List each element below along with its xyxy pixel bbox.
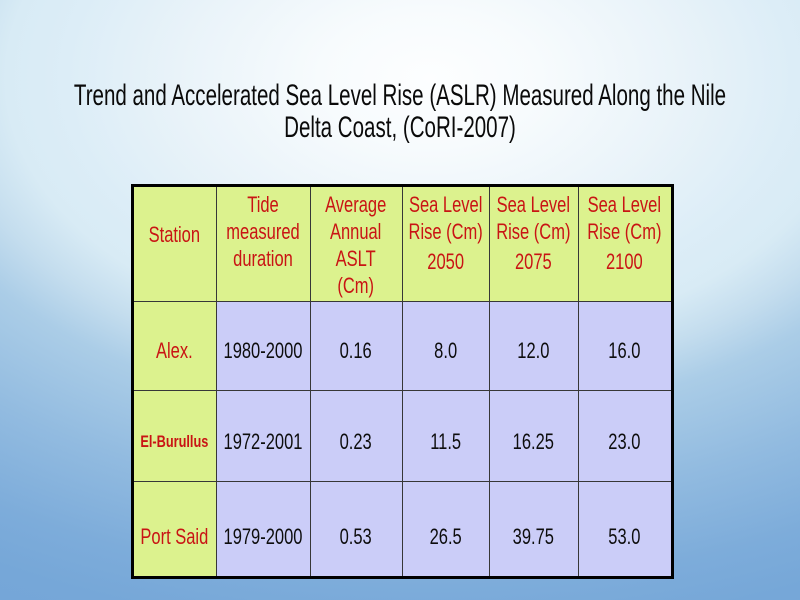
data-cell: 26.5: [401, 480, 490, 578]
data-cell: 39.75: [489, 480, 579, 578]
data-cell: 16.0: [577, 300, 673, 391]
data-value: 0.23: [339, 428, 373, 454]
table-header-row: Station Tide measured duration Average A…: [132, 185, 673, 302]
data-value: 0.16: [339, 337, 373, 363]
data-cell: 11.5: [401, 389, 490, 482]
header-cell-station: Station: [132, 185, 217, 302]
header-cell-rise-2100: Sea Level Rise (Cm) 2100: [577, 185, 673, 302]
data-cell: 53.0: [577, 480, 673, 578]
station-cell-port-said: Port Said: [132, 480, 217, 578]
data-value: 12.0: [517, 337, 550, 363]
header-line: Rise (Cm): [587, 219, 662, 244]
data-value: 8.0: [434, 337, 458, 363]
data-cell: 0.53: [309, 480, 403, 578]
data-value: 1980-2000: [223, 337, 303, 363]
table-row-el-burullus: El-Burullus 1972-2001 0.23 11.5 16.25 23…: [132, 389, 673, 482]
data-value: 16.25: [513, 428, 555, 454]
data-value: 26.5: [429, 523, 462, 549]
slide-title-line2: Delta Coast, (CoRI-2007): [284, 111, 516, 144]
header-year: 2050: [427, 249, 465, 274]
header-year: 2075: [515, 249, 553, 274]
header-line: Rise (Cm): [496, 219, 571, 244]
data-cell: 8.0: [401, 300, 490, 391]
data-cell: 12.0: [489, 300, 579, 391]
header-line: Average: [325, 192, 387, 217]
header-line: duration: [233, 246, 293, 271]
aslr-table: Station Tide measured duration Average A…: [131, 184, 674, 579]
data-cell: 1972-2001: [215, 389, 311, 482]
data-cell: 0.23: [309, 389, 403, 482]
data-value: 1979-2000: [223, 523, 303, 549]
header-line: Tide: [247, 192, 279, 217]
header-line: (Cm): [337, 273, 375, 298]
station-cell-el-burullus: El-Burullus: [132, 389, 217, 482]
table-row-alex: Alex. 1980-2000 0.16 8.0 12.0 16.0: [132, 300, 673, 391]
station-label: Alex.: [156, 337, 194, 363]
header-line: Sea Level: [497, 192, 571, 217]
data-value: 0.53: [339, 523, 373, 549]
data-cell: 23.0: [577, 389, 673, 482]
header-line: Annual: [330, 219, 382, 244]
table-row-port-said: Port Said 1979-2000 0.53 26.5 39.75 53.0: [132, 480, 673, 578]
header-cell-tide-duration: Tide measured duration: [215, 185, 311, 302]
header-line: Rise (Cm): [408, 219, 483, 244]
header-cell-rise-2050: Sea Level Rise (Cm) 2050: [401, 185, 490, 302]
data-value: 23.0: [608, 428, 641, 454]
header-cell-rise-2075: Sea Level Rise (Cm) 2075: [489, 185, 579, 302]
header-line: ASLT: [335, 246, 377, 271]
station-cell-alex: Alex.: [132, 300, 217, 391]
header-station-label: Station: [149, 222, 201, 248]
data-cell: 1979-2000: [215, 480, 311, 578]
header-line: Sea Level: [409, 192, 483, 217]
data-value: 16.0: [608, 337, 641, 363]
data-value: 53.0: [608, 523, 641, 549]
station-label: El-Burullus: [140, 431, 209, 451]
data-value: 11.5: [430, 428, 462, 454]
slide-title-line1: Trend and Accelerated Sea Level Rise (AS…: [73, 78, 727, 112]
station-label: Port Said: [140, 523, 209, 549]
header-line: Sea Level: [587, 192, 662, 217]
data-cell: 1980-2000: [215, 300, 311, 391]
header-line: measured: [226, 219, 300, 244]
header-cell-average-aslt: Average Annual ASLT (Cm): [309, 185, 403, 302]
data-value: 1972-2001: [223, 428, 303, 454]
header-year: 2100: [606, 249, 643, 274]
data-cell: 0.16: [309, 300, 403, 391]
data-cell: 16.25: [489, 389, 579, 482]
data-value: 39.75: [513, 523, 555, 549]
